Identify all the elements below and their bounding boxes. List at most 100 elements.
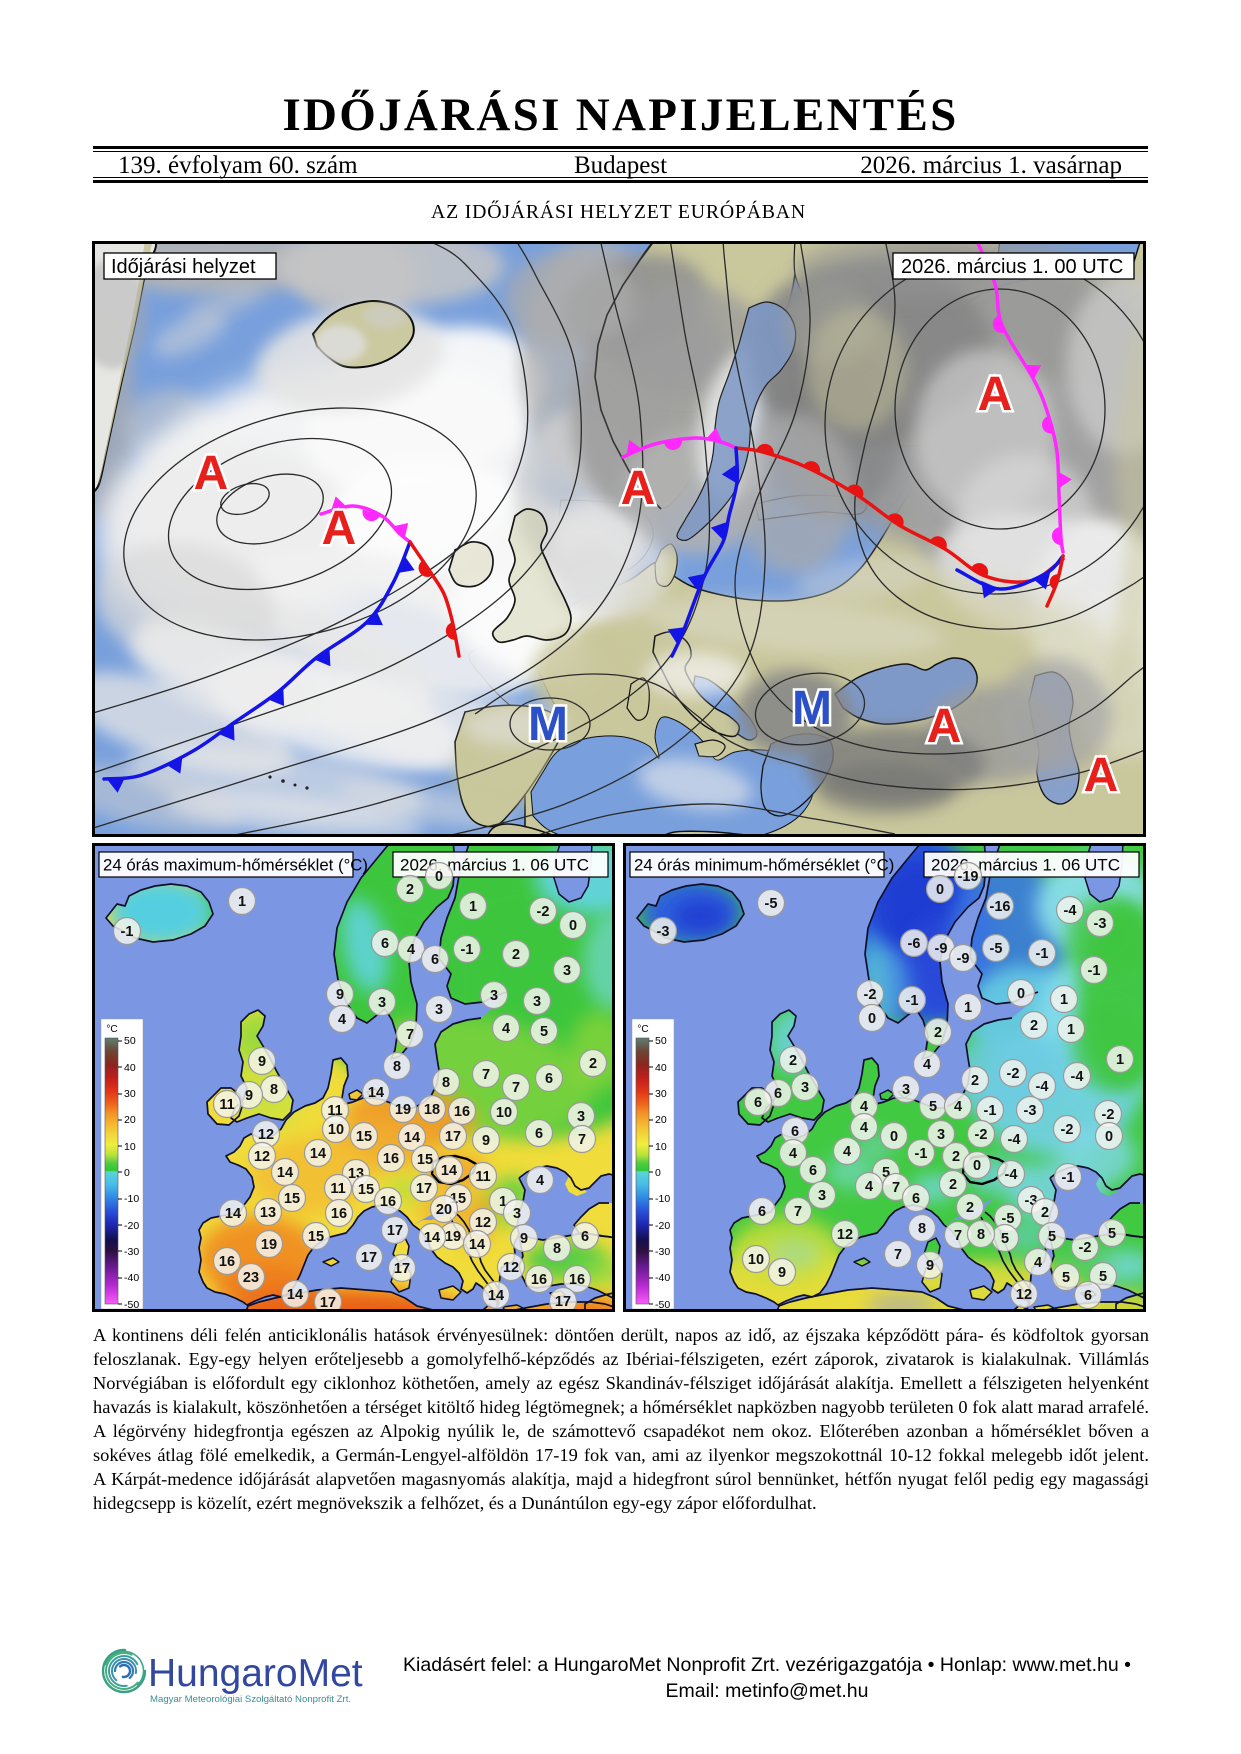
svg-text:-3: -3 [1024, 1103, 1037, 1119]
svg-text:-1: -1 [984, 1103, 997, 1119]
svg-text:3: 3 [563, 963, 571, 979]
svg-text:-2: -2 [975, 1127, 988, 1143]
svg-text:11: 11 [475, 1169, 490, 1185]
svg-text:16: 16 [383, 1151, 399, 1167]
svg-text:10: 10 [124, 1141, 136, 1153]
svg-text:5: 5 [1099, 1269, 1107, 1285]
svg-text:5: 5 [540, 1024, 548, 1040]
svg-text:50: 50 [124, 1035, 136, 1047]
svg-text:1: 1 [469, 899, 477, 915]
svg-text:-19: -19 [958, 869, 979, 885]
svg-text:0: 0 [655, 1167, 661, 1179]
svg-text:40: 40 [124, 1062, 136, 1074]
svg-text:-1: -1 [1088, 963, 1101, 979]
svg-text:2: 2 [589, 1056, 597, 1072]
svg-text:4: 4 [536, 1173, 544, 1189]
svg-text:10: 10 [748, 1252, 764, 1268]
svg-text:4: 4 [407, 942, 415, 958]
svg-text:6: 6 [545, 1071, 553, 1087]
svg-text:6: 6 [535, 1126, 543, 1142]
svg-text:14: 14 [404, 1130, 420, 1146]
svg-text:9: 9 [245, 1088, 253, 1104]
svg-text:-1: -1 [121, 924, 134, 940]
svg-text:19: 19 [395, 1102, 411, 1118]
svg-text:12: 12 [258, 1127, 274, 1143]
svg-text:-1: -1 [1036, 946, 1049, 962]
svg-text:M: M [792, 682, 832, 735]
svg-text:Időjárási helyzet: Időjárási helyzet [111, 256, 256, 278]
svg-text:24 órás maximum-hőmérséklet (°: 24 órás maximum-hőmérséklet (°C) [103, 856, 368, 875]
svg-text:19: 19 [445, 1229, 461, 1245]
svg-text:12: 12 [837, 1227, 853, 1243]
svg-text:14: 14 [469, 1237, 485, 1253]
svg-text:3: 3 [801, 1080, 809, 1096]
svg-text:3: 3 [490, 988, 498, 1004]
svg-text:4: 4 [923, 1057, 931, 1073]
svg-text:16: 16 [331, 1206, 347, 1222]
svg-text:6: 6 [758, 1204, 766, 1220]
svg-text:-5: -5 [765, 896, 778, 912]
svg-text:9: 9 [482, 1133, 490, 1149]
svg-text:°C: °C [637, 1024, 648, 1035]
svg-text:2: 2 [934, 1025, 942, 1041]
svg-text:Magyar Meteorológiai Szolgálta: Magyar Meteorológiai Szolgáltató Nonprof… [150, 1694, 351, 1705]
svg-text:7: 7 [794, 1204, 802, 1220]
svg-text:-9: -9 [957, 951, 970, 967]
svg-text:50: 50 [655, 1035, 667, 1047]
svg-text:7: 7 [512, 1080, 520, 1096]
svg-text:9: 9 [520, 1231, 528, 1247]
svg-text:17: 17 [394, 1261, 410, 1277]
svg-text:10: 10 [655, 1141, 667, 1153]
svg-text:-2: -2 [1061, 1122, 1074, 1138]
svg-text:2: 2 [966, 1200, 974, 1216]
svg-text:20: 20 [124, 1114, 136, 1126]
svg-text:-30: -30 [124, 1246, 139, 1258]
svg-text:5: 5 [882, 1165, 890, 1181]
svg-text:1: 1 [1060, 992, 1068, 1008]
svg-text:14: 14 [277, 1165, 293, 1181]
svg-text:-2: -2 [1079, 1240, 1092, 1256]
svg-text:-16: -16 [990, 899, 1011, 915]
svg-text:40: 40 [655, 1062, 667, 1074]
svg-text:2: 2 [1041, 1205, 1049, 1221]
svg-text:12: 12 [503, 1260, 519, 1276]
svg-text:18: 18 [424, 1102, 440, 1118]
svg-text:16: 16 [454, 1104, 470, 1120]
svg-text:5: 5 [1108, 1226, 1116, 1242]
svg-text:7: 7 [406, 1027, 414, 1043]
svg-text:-3: -3 [1094, 916, 1107, 932]
svg-text:15: 15 [308, 1229, 324, 1245]
svg-text:6: 6 [912, 1191, 920, 1207]
svg-text:2: 2 [406, 882, 414, 898]
svg-text:14: 14 [441, 1163, 457, 1179]
svg-text:-3: -3 [657, 924, 670, 940]
svg-text:M: M [528, 698, 568, 751]
svg-text:-5: -5 [1002, 1211, 1015, 1227]
svg-text:-50: -50 [655, 1299, 670, 1309]
svg-text:0: 0 [569, 918, 577, 934]
svg-text:-4: -4 [1064, 903, 1077, 919]
svg-text:6: 6 [381, 936, 389, 952]
svg-text:-30: -30 [655, 1246, 670, 1258]
svg-text:A: A [927, 700, 962, 753]
svg-text:3: 3 [902, 1082, 910, 1098]
svg-text:20: 20 [436, 1202, 452, 1218]
svg-text:-1: -1 [915, 1146, 928, 1162]
svg-text:12: 12 [254, 1149, 270, 1165]
svg-text:0: 0 [1017, 986, 1025, 1002]
svg-text:1: 1 [238, 894, 246, 910]
svg-text:4: 4 [860, 1099, 868, 1115]
svg-text:16: 16 [380, 1194, 396, 1210]
svg-text:16: 16 [569, 1272, 585, 1288]
svg-text:-4: -4 [1071, 1069, 1084, 1085]
svg-text:-6: -6 [908, 936, 921, 952]
svg-text:13: 13 [260, 1205, 276, 1221]
svg-text:9: 9 [778, 1265, 786, 1281]
svg-text:17: 17 [387, 1223, 403, 1239]
svg-text:-2: -2 [1102, 1107, 1115, 1123]
svg-text:15: 15 [284, 1191, 300, 1207]
svg-text:4: 4 [502, 1021, 510, 1037]
svg-text:0: 0 [435, 869, 443, 885]
svg-text:14: 14 [310, 1146, 326, 1162]
svg-text:15: 15 [358, 1182, 374, 1198]
